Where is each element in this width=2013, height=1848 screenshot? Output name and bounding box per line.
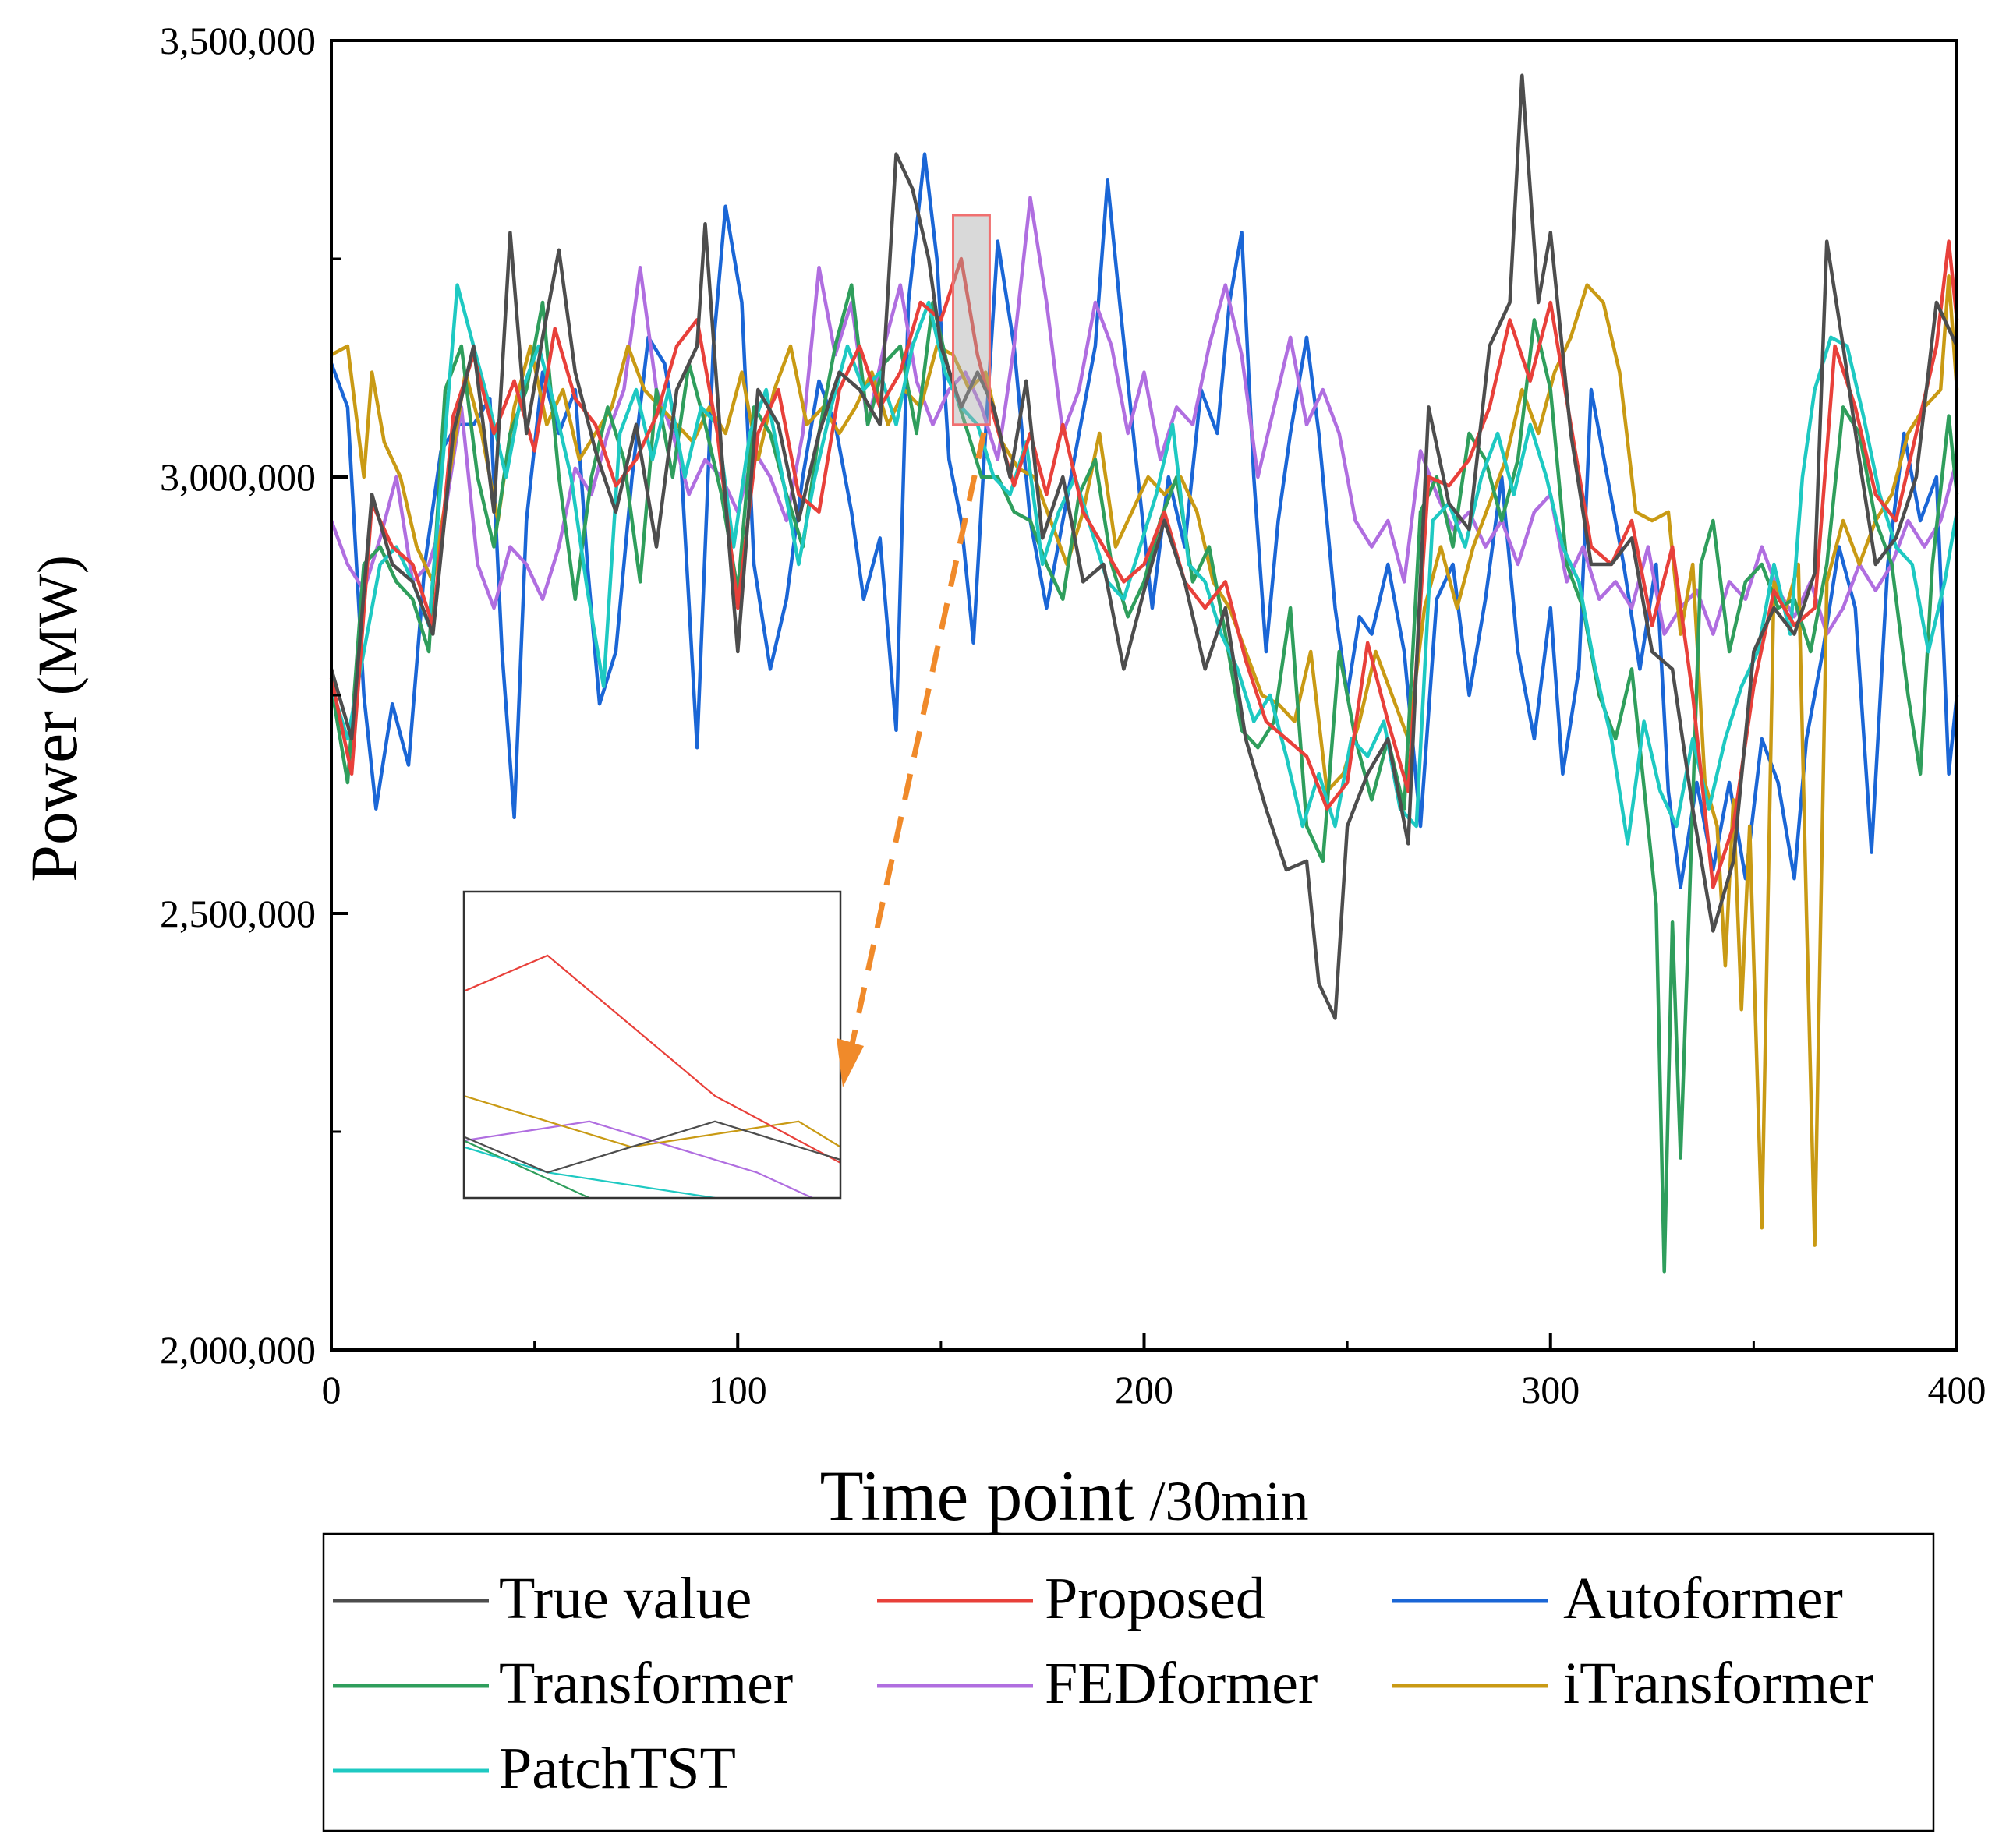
legend-label-fedformer: FEDformer (1045, 1651, 1318, 1716)
x-tick-label: 300 (1521, 1368, 1580, 1412)
series-line-transformer (329, 283, 1959, 1274)
legend-label-transformer: Transformer (499, 1651, 793, 1716)
y-axis-title: Power (MW) (16, 555, 91, 882)
zoom-region-box (952, 214, 991, 426)
legend-box (322, 1532, 1935, 1832)
zoom-arrow-head (837, 1038, 864, 1087)
x-tick-label: 400 (1928, 1368, 1986, 1412)
x-axis-title-main: Time point (819, 1456, 1134, 1535)
inset-lines (464, 954, 840, 1198)
inset-line-fedformer (464, 1120, 815, 1198)
legend-label-patchtst: PatchTST (499, 1736, 736, 1801)
series-line-proposed (329, 239, 1959, 889)
legend-label-true-value: True value (499, 1566, 752, 1631)
y-axis-title-unit: (MW) (27, 555, 89, 695)
inset-line-true-value (464, 1120, 840, 1174)
y-tick-label: 3,000,000 (160, 455, 316, 499)
x-tick-label: 200 (1115, 1368, 1173, 1412)
y-tick-label: 3,500,000 (160, 19, 316, 62)
legend-label-itransformer: iTransformer (1563, 1651, 1873, 1716)
series-layer (329, 73, 1959, 1274)
zoom-highlight (952, 214, 991, 426)
y-axis-title-main: Power (16, 711, 91, 882)
x-tick-label: 100 (709, 1368, 767, 1412)
legend: True value Proposed Autoformer Transformer F… (322, 1532, 1935, 1832)
zoom-arrow-line (849, 432, 987, 1045)
x-axis-title-unit: /30min (1150, 1470, 1309, 1532)
inset-line-proposed (464, 954, 840, 1164)
y-tick-label: 2,500,000 (160, 892, 316, 935)
axes: 0 100 200 300 400 2,000,000 2,500,000 3,000,000… (160, 19, 1986, 1412)
legend-label-proposed: Proposed (1045, 1566, 1265, 1631)
inset-line-patchtst (464, 1146, 717, 1198)
y-tick-label: 2,000,000 (160, 1328, 316, 1372)
x-axis-title: Time point /30min (819, 1456, 1308, 1535)
series-line-true-value (329, 73, 1959, 1020)
series-line-patchtst (329, 283, 1959, 846)
inset-background (464, 892, 840, 1198)
zoom-inset (462, 432, 987, 1200)
x-tick-label: 0 (322, 1368, 341, 1412)
legend-label-autoformer: Autoformer (1563, 1566, 1843, 1631)
